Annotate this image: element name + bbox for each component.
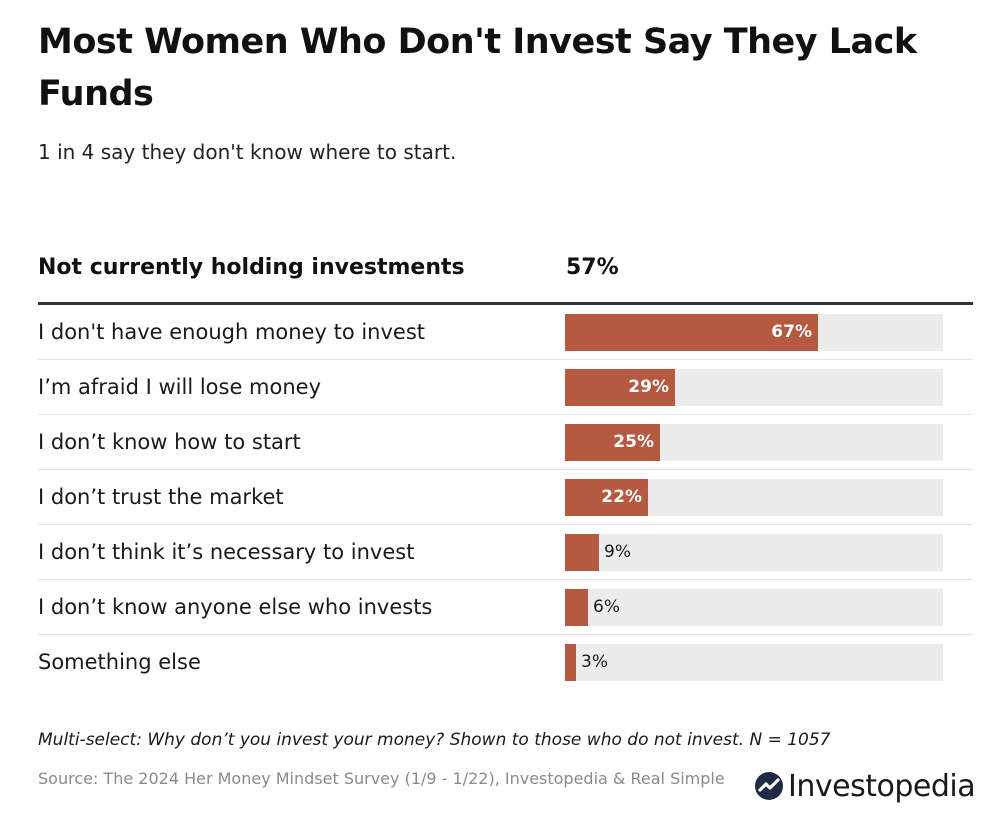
chart-row: Something else 3%	[38, 635, 973, 689]
bar-value-label: 22%	[601, 487, 642, 507]
bar-value-label: 67%	[771, 322, 812, 342]
category-label: I don’t know anyone else who invests	[38, 595, 433, 619]
bar-chart: I don't have enough money to invest 67% I’…	[38, 305, 973, 689]
bar	[565, 589, 588, 626]
chart-subtitle: 1 in 4 say they don't know where to star…	[38, 140, 457, 164]
chart-row: I’m afraid I will lose money 29%	[38, 360, 973, 415]
header-value: 57%	[566, 255, 619, 280]
bar-track: 6%	[565, 589, 943, 626]
header-divider	[38, 302, 973, 305]
bar-track: 9%	[565, 534, 943, 571]
category-label: I don’t trust the market	[38, 485, 284, 509]
survey-note: Multi-select: Why don’t you invest your …	[38, 730, 831, 750]
investopedia-logo-icon	[755, 772, 783, 800]
bar	[565, 424, 660, 461]
brand-name: Investopedia	[788, 768, 976, 804]
category-label: I don’t think it’s necessary to invest	[38, 540, 415, 564]
brand-logo: Investopedia	[754, 766, 976, 806]
chart-row: I don't have enough money to invest 67%	[38, 305, 973, 360]
source-text: Source: The 2024 Her Money Mindset Surve…	[38, 769, 725, 788]
bar	[565, 479, 648, 516]
header-label: Not currently holding investments	[38, 255, 465, 280]
bar-track: 25%	[565, 424, 943, 461]
chart-row: I don’t think it’s necessary to invest 9%	[38, 525, 973, 580]
bar-value-label: 25%	[613, 432, 654, 452]
bar-track: 22%	[565, 479, 943, 516]
bar-track: 3%	[565, 644, 943, 681]
chart-title: Most Women Who Don't Invest Say They Lac…	[38, 22, 917, 114]
bar-value-label: 29%	[628, 377, 669, 397]
bar-track: 67%	[565, 314, 943, 351]
chart-row: I don’t know how to start 25%	[38, 415, 973, 470]
bar-value-label: 6%	[593, 597, 620, 617]
category-label: I’m afraid I will lose money	[38, 375, 322, 399]
bar-value-label: 9%	[604, 542, 631, 562]
category-label: I don’t know how to start	[38, 430, 301, 454]
category-label: Something else	[38, 650, 201, 674]
bar-track: 29%	[565, 369, 943, 406]
chart-row: I don’t trust the market 22%	[38, 470, 973, 525]
bar	[565, 534, 599, 571]
bar-value-label: 3%	[581, 652, 608, 672]
category-label: I don't have enough money to invest	[38, 320, 426, 344]
chart-row: I don’t know anyone else who invests 6%	[38, 580, 973, 635]
bar	[565, 314, 818, 351]
bar	[565, 369, 675, 406]
bar	[565, 644, 576, 681]
